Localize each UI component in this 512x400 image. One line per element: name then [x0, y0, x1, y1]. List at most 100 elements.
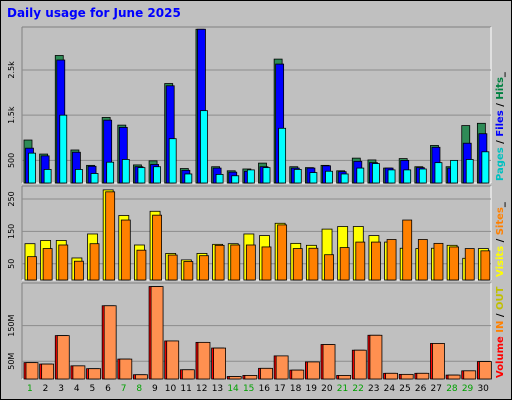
out-bar — [416, 372, 430, 380]
pages-bar — [309, 172, 318, 184]
out-bar-rect — [72, 365, 86, 380]
out-bar — [197, 341, 211, 380]
sites-bar — [292, 248, 303, 281]
out-bar-rect — [119, 358, 133, 380]
pages-bar — [200, 110, 208, 184]
sites-bar — [214, 244, 225, 281]
pages-bar — [28, 152, 36, 184]
out-bar-rect — [463, 370, 477, 380]
x-label-day: 5 — [89, 384, 95, 394]
sites-bar-rect — [308, 247, 319, 281]
sites-bar-rect — [183, 261, 194, 281]
out-bar-rect — [275, 355, 289, 380]
x-label-day: 3 — [58, 384, 64, 394]
sites-bar-rect — [245, 244, 256, 281]
out-bar-rect — [385, 372, 398, 380]
sites-bar — [136, 249, 147, 281]
out-bar — [72, 365, 86, 380]
x-label-day: 12 — [196, 384, 207, 394]
legend-hits: Hits — [495, 77, 506, 100]
pages-bar-rect — [418, 168, 427, 184]
pages-bar — [90, 173, 99, 184]
out-bar — [463, 370, 477, 380]
pages-bar — [121, 159, 130, 184]
out-bar — [135, 374, 148, 380]
sites-bar — [105, 191, 116, 281]
sites-bar — [27, 256, 37, 281]
pages-bar — [356, 167, 365, 184]
out-bar-rect — [166, 340, 180, 380]
legend-sites: Sites — [495, 207, 506, 235]
out-bar — [478, 361, 492, 380]
out-bar — [306, 361, 320, 380]
legend-pages: Pages — [495, 147, 506, 181]
legend-separator: / — [495, 100, 506, 111]
pages-bar — [387, 169, 396, 184]
out-bar-rect — [88, 368, 101, 380]
x-label-day: 1 — [27, 384, 33, 394]
out-bar — [88, 368, 101, 380]
pages-bar-rect — [75, 169, 83, 184]
sites-bar-rect — [58, 244, 69, 281]
pages-bar — [153, 166, 161, 184]
pages-bar — [137, 167, 146, 184]
sites-bar-rect — [214, 244, 225, 281]
sites-bar — [183, 261, 194, 281]
x-label-day: 15 — [243, 384, 254, 394]
y-tick-label: 250 — [7, 191, 16, 206]
sites-bar-rect — [464, 248, 475, 281]
x-label-day: 28 — [446, 384, 458, 394]
sites-bar — [464, 248, 475, 281]
hits-panel-bg — [22, 27, 491, 183]
out-bar-rect — [197, 341, 211, 380]
out-bar-rect — [41, 363, 55, 380]
x-label-day: 22 — [352, 384, 363, 394]
out-bar-rect — [103, 305, 117, 380]
sites-bar-rect — [292, 248, 303, 281]
legend-separator: / — [495, 310, 506, 321]
sites-bar-rect — [27, 256, 37, 281]
pages-bar — [262, 167, 271, 184]
out-bar-rect — [322, 344, 336, 380]
x-label-day: 7 — [121, 384, 127, 394]
x-label-day: 17 — [274, 384, 285, 394]
out-bar-rect — [56, 335, 70, 380]
out-bar-rect — [25, 362, 39, 380]
x-label-day: 4 — [74, 384, 80, 394]
sites-bar — [386, 239, 397, 281]
x-label-day: 18 — [290, 384, 302, 394]
sites-bar — [230, 244, 241, 281]
sites-bar-rect — [74, 260, 84, 281]
sites-bar-rect — [355, 241, 366, 281]
sites-bar-rect — [105, 191, 116, 281]
pages-bar-rect — [372, 163, 380, 184]
pages-bar-rect — [106, 161, 115, 184]
x-label-day: 13 — [212, 384, 223, 394]
sites-bar — [417, 239, 428, 281]
pages-bar — [465, 159, 474, 184]
sites-bar-rect — [89, 243, 100, 281]
legend-visits: Visits / Sites_ — [495, 202, 506, 277]
y-tick-label: 1.5k — [7, 106, 16, 124]
x-label-day: 30 — [477, 384, 489, 394]
sites-bar-rect — [339, 247, 350, 281]
out-bar — [353, 349, 367, 380]
x-label-day: 14 — [227, 384, 239, 394]
out-bar — [244, 375, 258, 380]
pages-bar-rect — [465, 159, 474, 184]
sites-bar — [167, 254, 178, 281]
sites-bar-rect — [230, 244, 241, 281]
pages-bar — [372, 163, 380, 184]
out-bar-rect — [228, 376, 242, 380]
out-bar — [166, 340, 180, 380]
legend-separator: / — [495, 235, 506, 246]
x-label-day: 19 — [305, 384, 317, 394]
x-label-day: 16 — [259, 384, 271, 394]
visits-panel-bg — [22, 186, 491, 280]
out-bar — [447, 374, 461, 380]
x-label-day: 23 — [368, 384, 379, 394]
pages-bar-rect — [278, 127, 287, 184]
sites-bar-rect — [261, 246, 272, 281]
out-bar-rect — [181, 369, 195, 380]
pages-bar-rect — [356, 167, 365, 184]
